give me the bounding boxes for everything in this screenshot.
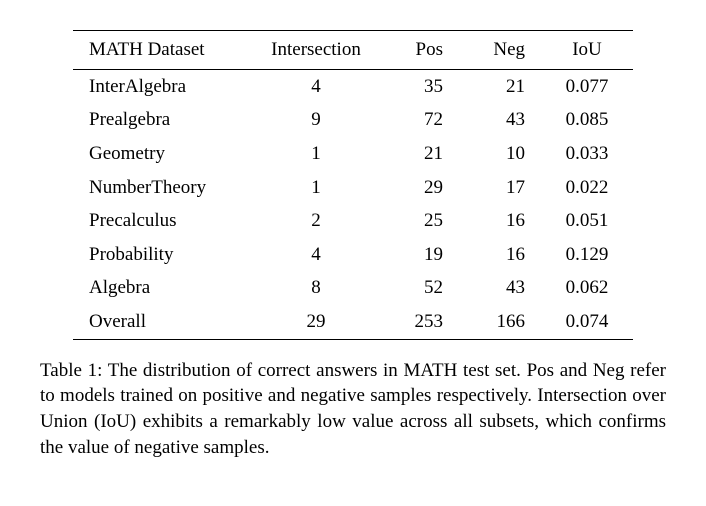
cell-name: Prealgebra: [73, 103, 255, 137]
cell-neg: 43: [459, 103, 541, 137]
cell-neg: 21: [459, 69, 541, 103]
cell-name: Geometry: [73, 137, 255, 171]
cell-iou: 0.051: [541, 204, 633, 238]
header-dataset: MATH Dataset: [73, 31, 255, 70]
cell-iou: 0.129: [541, 238, 633, 272]
table-caption: Table 1: The distribution of correct ans…: [40, 358, 666, 461]
cell-name: Overall: [73, 305, 255, 339]
cell-pos: 52: [377, 271, 459, 305]
header-pos: Pos: [377, 31, 459, 70]
cell-neg: 16: [459, 204, 541, 238]
cell-intersection: 4: [255, 69, 377, 103]
cell-pos: 21: [377, 137, 459, 171]
cell-pos: 19: [377, 238, 459, 272]
cell-intersection: 29: [255, 305, 377, 339]
cell-pos: 253: [377, 305, 459, 339]
cell-neg: 10: [459, 137, 541, 171]
math-dataset-table: MATH Dataset Intersection Pos Neg IoU In…: [73, 30, 633, 340]
cell-intersection: 4: [255, 238, 377, 272]
header-intersection: Intersection: [255, 31, 377, 70]
cell-intersection: 1: [255, 171, 377, 205]
cell-name: Precalculus: [73, 204, 255, 238]
table-body: InterAlgebra 4 35 21 0.077 Prealgebra 9 …: [73, 69, 633, 339]
cell-intersection: 9: [255, 103, 377, 137]
cell-pos: 72: [377, 103, 459, 137]
cell-iou: 0.062: [541, 271, 633, 305]
cell-intersection: 2: [255, 204, 377, 238]
header-iou: IoU: [541, 31, 633, 70]
cell-intersection: 8: [255, 271, 377, 305]
cell-iou: 0.077: [541, 69, 633, 103]
cell-intersection: 1: [255, 137, 377, 171]
cell-pos: 29: [377, 171, 459, 205]
cell-name: InterAlgebra: [73, 69, 255, 103]
table-header-row: MATH Dataset Intersection Pos Neg IoU: [73, 31, 633, 70]
table-row: Prealgebra 9 72 43 0.085: [73, 103, 633, 137]
table-row: Overall 29 253 166 0.074: [73, 305, 633, 339]
cell-pos: 25: [377, 204, 459, 238]
cell-name: Algebra: [73, 271, 255, 305]
cell-iou: 0.033: [541, 137, 633, 171]
cell-iou: 0.074: [541, 305, 633, 339]
cell-name: NumberTheory: [73, 171, 255, 205]
cell-neg: 43: [459, 271, 541, 305]
table-row: Algebra 8 52 43 0.062: [73, 271, 633, 305]
table-row: Probability 4 19 16 0.129: [73, 238, 633, 272]
cell-iou: 0.085: [541, 103, 633, 137]
table-wrapper: MATH Dataset Intersection Pos Neg IoU In…: [40, 30, 666, 340]
table-row: Precalculus 2 25 16 0.051: [73, 204, 633, 238]
table-row: NumberTheory 1 29 17 0.022: [73, 171, 633, 205]
cell-iou: 0.022: [541, 171, 633, 205]
table-row: InterAlgebra 4 35 21 0.077: [73, 69, 633, 103]
table-row: Geometry 1 21 10 0.033: [73, 137, 633, 171]
cell-neg: 16: [459, 238, 541, 272]
cell-neg: 166: [459, 305, 541, 339]
cell-name: Probability: [73, 238, 255, 272]
cell-pos: 35: [377, 69, 459, 103]
header-neg: Neg: [459, 31, 541, 70]
cell-neg: 17: [459, 171, 541, 205]
